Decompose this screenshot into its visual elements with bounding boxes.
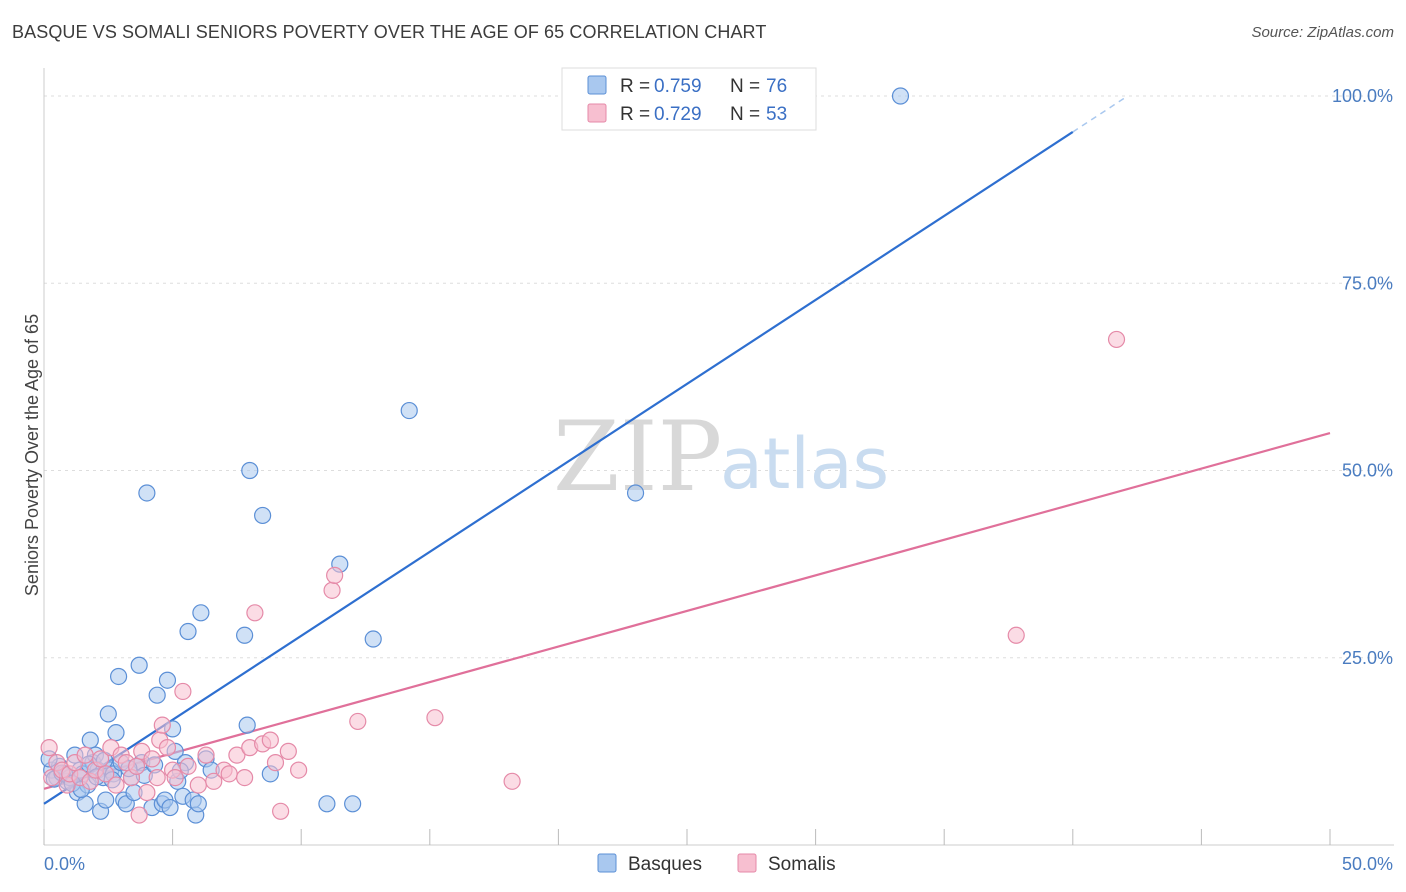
somalis-point-12: [97, 765, 115, 783]
legend-n-value-somalis: 53: [766, 104, 787, 125]
y-tick-label-2: 50.0%: [1342, 461, 1393, 481]
basques-point-19: [99, 705, 117, 723]
somalis-point-23: [148, 768, 166, 787]
somalis-point-43: [272, 802, 290, 820]
somalis-point-18: [127, 757, 146, 775]
basques-point-18: [97, 791, 115, 809]
legend-n-label-basques: N =: [730, 76, 760, 97]
somalis-point-32: [197, 746, 215, 764]
somalis-point-19: [130, 806, 148, 824]
basques-point-32: [138, 484, 156, 502]
x-tick-label-0: 0.0%: [44, 854, 85, 874]
basques-point-59: [364, 630, 382, 648]
somalis-point-28: [166, 768, 184, 787]
basques-point-60: [400, 401, 418, 420]
bottom-legend: Basques Somalis: [597, 853, 836, 875]
basques-point-58: [344, 795, 362, 813]
somalis-point-29: [174, 682, 192, 701]
somalis-trend-line: [43, 431, 1331, 790]
somalis-point-52: [1107, 330, 1126, 349]
somalis-point-8: [76, 746, 94, 764]
somalis-point-26: [158, 739, 177, 757]
somalis-point-22: [143, 750, 161, 768]
bottom-legend-basques: Basques: [628, 854, 702, 875]
basques-point-48: [192, 604, 210, 622]
legend: R = 0.759 N = 76 R = 0.729 N = 53: [561, 67, 817, 131]
somalis-point-37: [236, 768, 254, 787]
legend-r-value-somalis: 0.729: [654, 104, 702, 125]
basques-point-23: [109, 667, 128, 686]
basques-point-56: [318, 795, 336, 813]
basques-point-44: [179, 622, 197, 641]
somalis-point-14: [107, 776, 125, 794]
somalis-point-0: [40, 739, 58, 757]
legend-r-label-basques: R =: [620, 76, 650, 97]
somalis-point-39: [246, 604, 264, 622]
somalis-point-44: [279, 742, 297, 760]
basques-point-38: [161, 798, 179, 817]
source-label: Source: ZipAtlas.com: [1251, 24, 1394, 41]
somalis-point-11: [91, 750, 110, 768]
data-points: [40, 87, 1126, 824]
legend-r-value-basques: 0.759: [654, 76, 702, 97]
tick-labels: 100.0% 75.0% 50.0% 25.0% 0.0% 50.0%: [44, 86, 1393, 874]
legend-n-label-somalis: N =: [730, 104, 760, 125]
legend-n-value-basques: 76: [766, 76, 787, 97]
bottom-legend-swatch-somalis: [737, 853, 757, 873]
somalis-point-45: [290, 761, 308, 779]
basques-point-47: [189, 795, 207, 813]
basques-trend-extension: [1072, 97, 1125, 133]
y-tick-label-1: 75.0%: [1342, 273, 1393, 293]
somalis-point-33: [205, 772, 223, 790]
basques-point-12: [81, 731, 99, 749]
x-tick-label-1: 50.0%: [1342, 854, 1393, 874]
somalis-point-41: [261, 731, 279, 749]
grid: [44, 95, 1394, 659]
basques-point-22: [107, 724, 125, 742]
basques-point-62: [891, 87, 910, 105]
basques-point-51: [236, 626, 254, 644]
somalis-point-51: [1007, 626, 1025, 644]
somalis-point-46: [323, 581, 341, 599]
somalis-point-47: [326, 566, 344, 584]
y-tick-label-0: 100.0%: [1332, 86, 1393, 106]
watermark: ZIP atlas: [553, 401, 889, 513]
chart-title: BASQUE VS SOMALI SENIORS POVERTY OVER TH…: [12, 22, 767, 42]
somalis-point-31: [189, 776, 207, 794]
watermark-atlas: atlas: [720, 423, 889, 505]
somalis-point-35: [220, 765, 238, 783]
somalis-point-21: [138, 783, 156, 802]
somalis-point-48: [349, 712, 367, 731]
somalis-point-49: [426, 709, 444, 727]
somalis-point-36: [228, 746, 246, 764]
basques-point-37: [158, 671, 177, 689]
basques-point-52: [238, 716, 256, 734]
basques-point-34: [148, 686, 166, 704]
trend-lines: [43, 97, 1331, 805]
somalis-point-50: [503, 772, 521, 790]
somalis-point-30: [179, 757, 197, 775]
legend-swatch-basques: [587, 75, 607, 95]
legend-swatch-somalis: [587, 103, 607, 123]
basques-trend-line: [43, 131, 1074, 805]
somalis-point-25: [153, 716, 171, 734]
basques-point-53: [241, 461, 259, 480]
basques-point-10: [76, 795, 94, 813]
y-tick-label-3: 25.0%: [1342, 648, 1393, 668]
somalis-point-42: [266, 754, 285, 772]
basques-point-61: [626, 484, 645, 502]
basques-point-54: [254, 506, 272, 525]
axes: [43, 68, 1394, 846]
y-axis-label: Seniors Poverty Over the Age of 65: [22, 314, 42, 596]
legend-r-label-somalis: R =: [620, 104, 650, 125]
bottom-legend-swatch-basques: [597, 853, 617, 873]
basques-point-30: [130, 656, 148, 674]
bottom-legend-somalis: Somalis: [768, 854, 836, 875]
